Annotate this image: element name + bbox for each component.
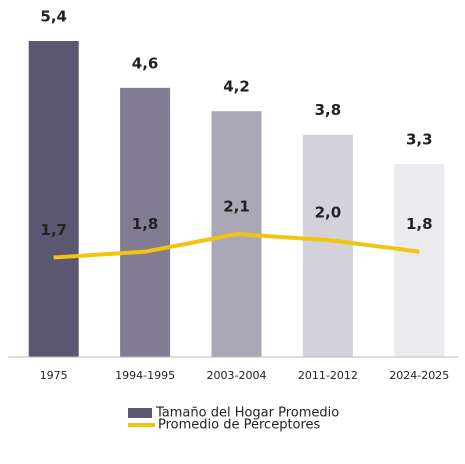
bar-value-label: 4,6 xyxy=(132,54,159,72)
line-value-label: 2,0 xyxy=(315,203,342,221)
x-tick-label: 1994-1995 xyxy=(115,369,175,382)
legend-label: Tamaño del Hogar Promedio xyxy=(155,406,339,421)
legend-label: Promedio de Perceptores xyxy=(158,418,321,433)
x-tick-label: 2003-2004 xyxy=(207,369,267,382)
bar-value-label: 3,8 xyxy=(315,101,342,119)
line xyxy=(53,232,420,260)
x-tick-label: 2024-2025 xyxy=(389,369,449,382)
bar-value-label: 3,3 xyxy=(406,130,433,148)
bar xyxy=(394,163,445,357)
bar xyxy=(28,41,79,357)
x-tick-label: 2011-2012 xyxy=(298,369,358,382)
line-value-label: 1,8 xyxy=(406,215,433,233)
bar xyxy=(120,87,171,357)
bar xyxy=(302,134,353,357)
bar-value-label: 5,4 xyxy=(40,8,67,26)
line-value-label: 1,8 xyxy=(132,215,159,233)
legend-swatch xyxy=(128,408,152,418)
line-value-label: 1,7 xyxy=(40,221,67,239)
line-value-label: 2,1 xyxy=(223,198,250,216)
bar-value-label: 4,2 xyxy=(223,78,250,96)
x-tick-label: 1975 xyxy=(40,369,68,382)
